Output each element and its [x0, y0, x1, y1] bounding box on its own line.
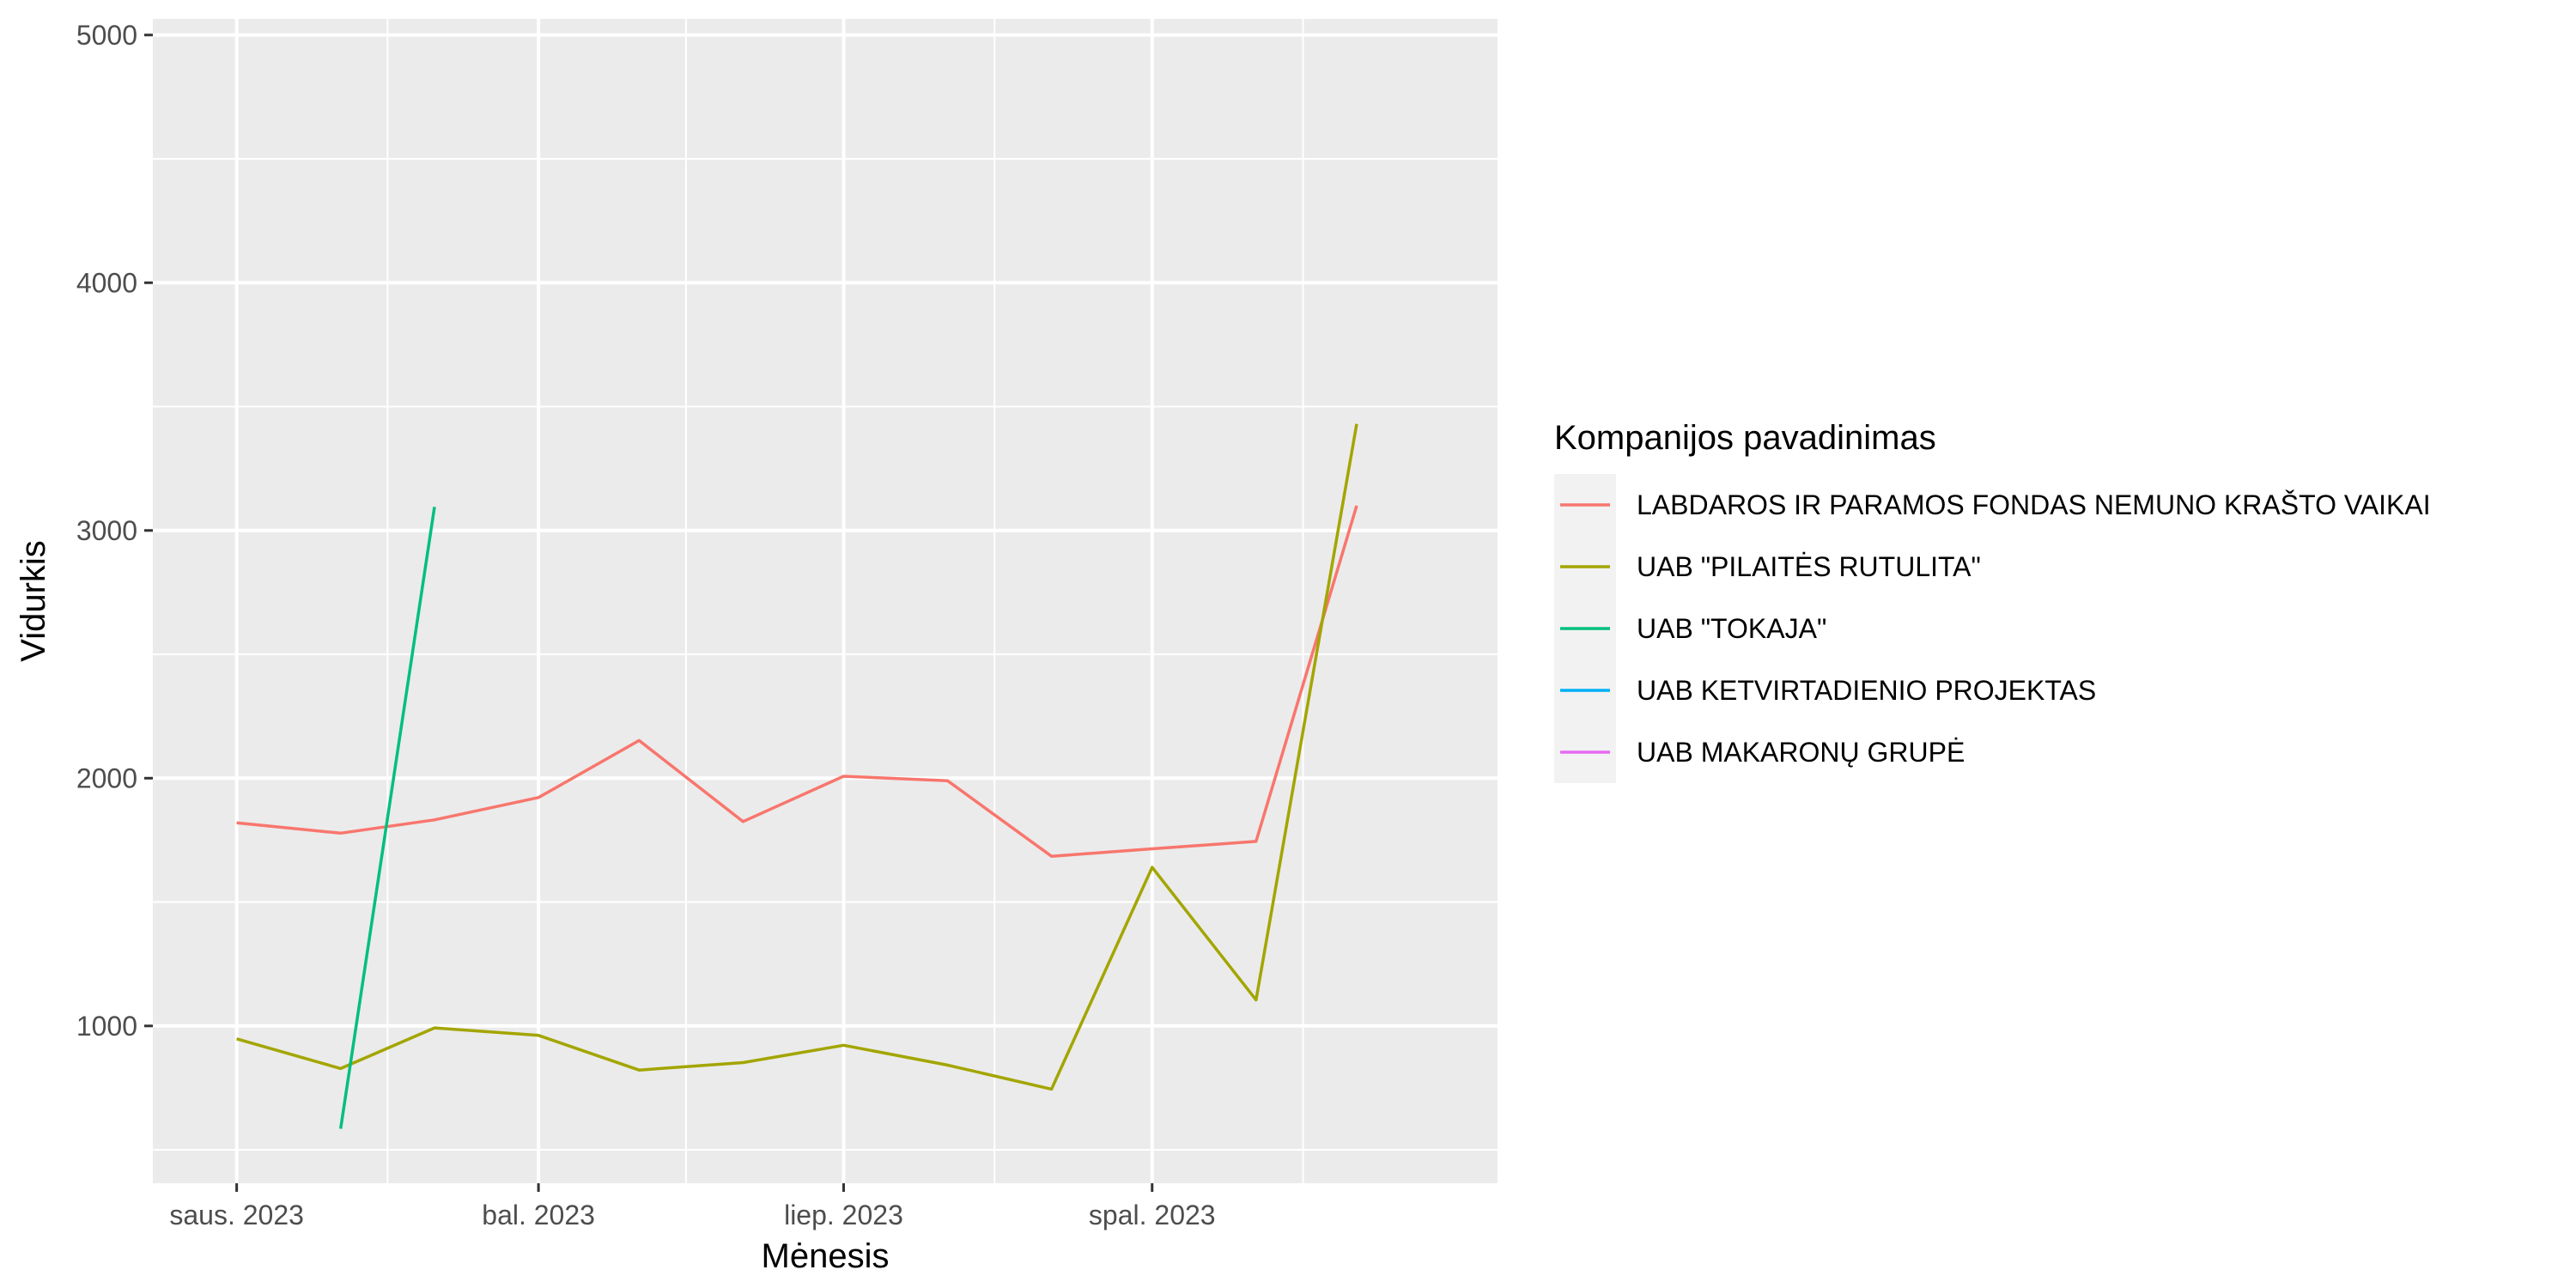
- legend-label-5: UAB MAKARONŲ GRUPĖ: [1637, 737, 1965, 768]
- series-line-2: [236, 423, 1358, 1091]
- series-line-1: [236, 505, 1358, 858]
- legend: Kompanijos pavadinimas LABDAROS IR PARAM…: [1554, 419, 2431, 783]
- y-tick-label: 3000: [76, 515, 137, 546]
- x-axis-title: Mėnesis: [762, 1237, 890, 1275]
- series-lines: [236, 423, 1358, 1129]
- y-tick-label: 5000: [76, 20, 137, 51]
- y-tick-label: 4000: [76, 267, 137, 298]
- legend-label-3: UAB "TOKAJA": [1637, 613, 1826, 644]
- y-tick-label: 2000: [76, 762, 137, 793]
- legend-label-2: UAB "PILAITĖS RUTULITA": [1637, 551, 1981, 582]
- y-axis-title: Vidurkis: [15, 540, 52, 662]
- major-gridlines: [153, 19, 1498, 1183]
- x-tick-label: saus. 2023: [169, 1200, 304, 1230]
- x-tick-label: bal. 2023: [482, 1200, 595, 1230]
- y-tick-label: 1000: [76, 1011, 137, 1042]
- legend-label-4: UAB KETVIRTADIENIO PROJEKTAS: [1637, 675, 2096, 706]
- x-tick-label: spal. 2023: [1089, 1200, 1216, 1230]
- x-axis: saus. 2023 bal. 2023 liep. 2023 spal. 2023: [169, 1183, 1216, 1230]
- minor-gridlines: [153, 19, 1498, 1183]
- y-axis: 1000 2000 3000 4000 5000: [76, 20, 153, 1042]
- legend-label-1: LABDAROS IR PARAMOS FONDAS NEMUNO KRAŠTO…: [1637, 489, 2431, 520]
- x-tick-label: liep. 2023: [784, 1200, 903, 1230]
- legend-items: LABDAROS IR PARAMOS FONDAS NEMUNO KRAŠTO…: [1554, 474, 2431, 783]
- legend-title: Kompanijos pavadinimas: [1554, 419, 1936, 457]
- plot-panel: [153, 19, 1498, 1183]
- series-line-3: [338, 507, 436, 1129]
